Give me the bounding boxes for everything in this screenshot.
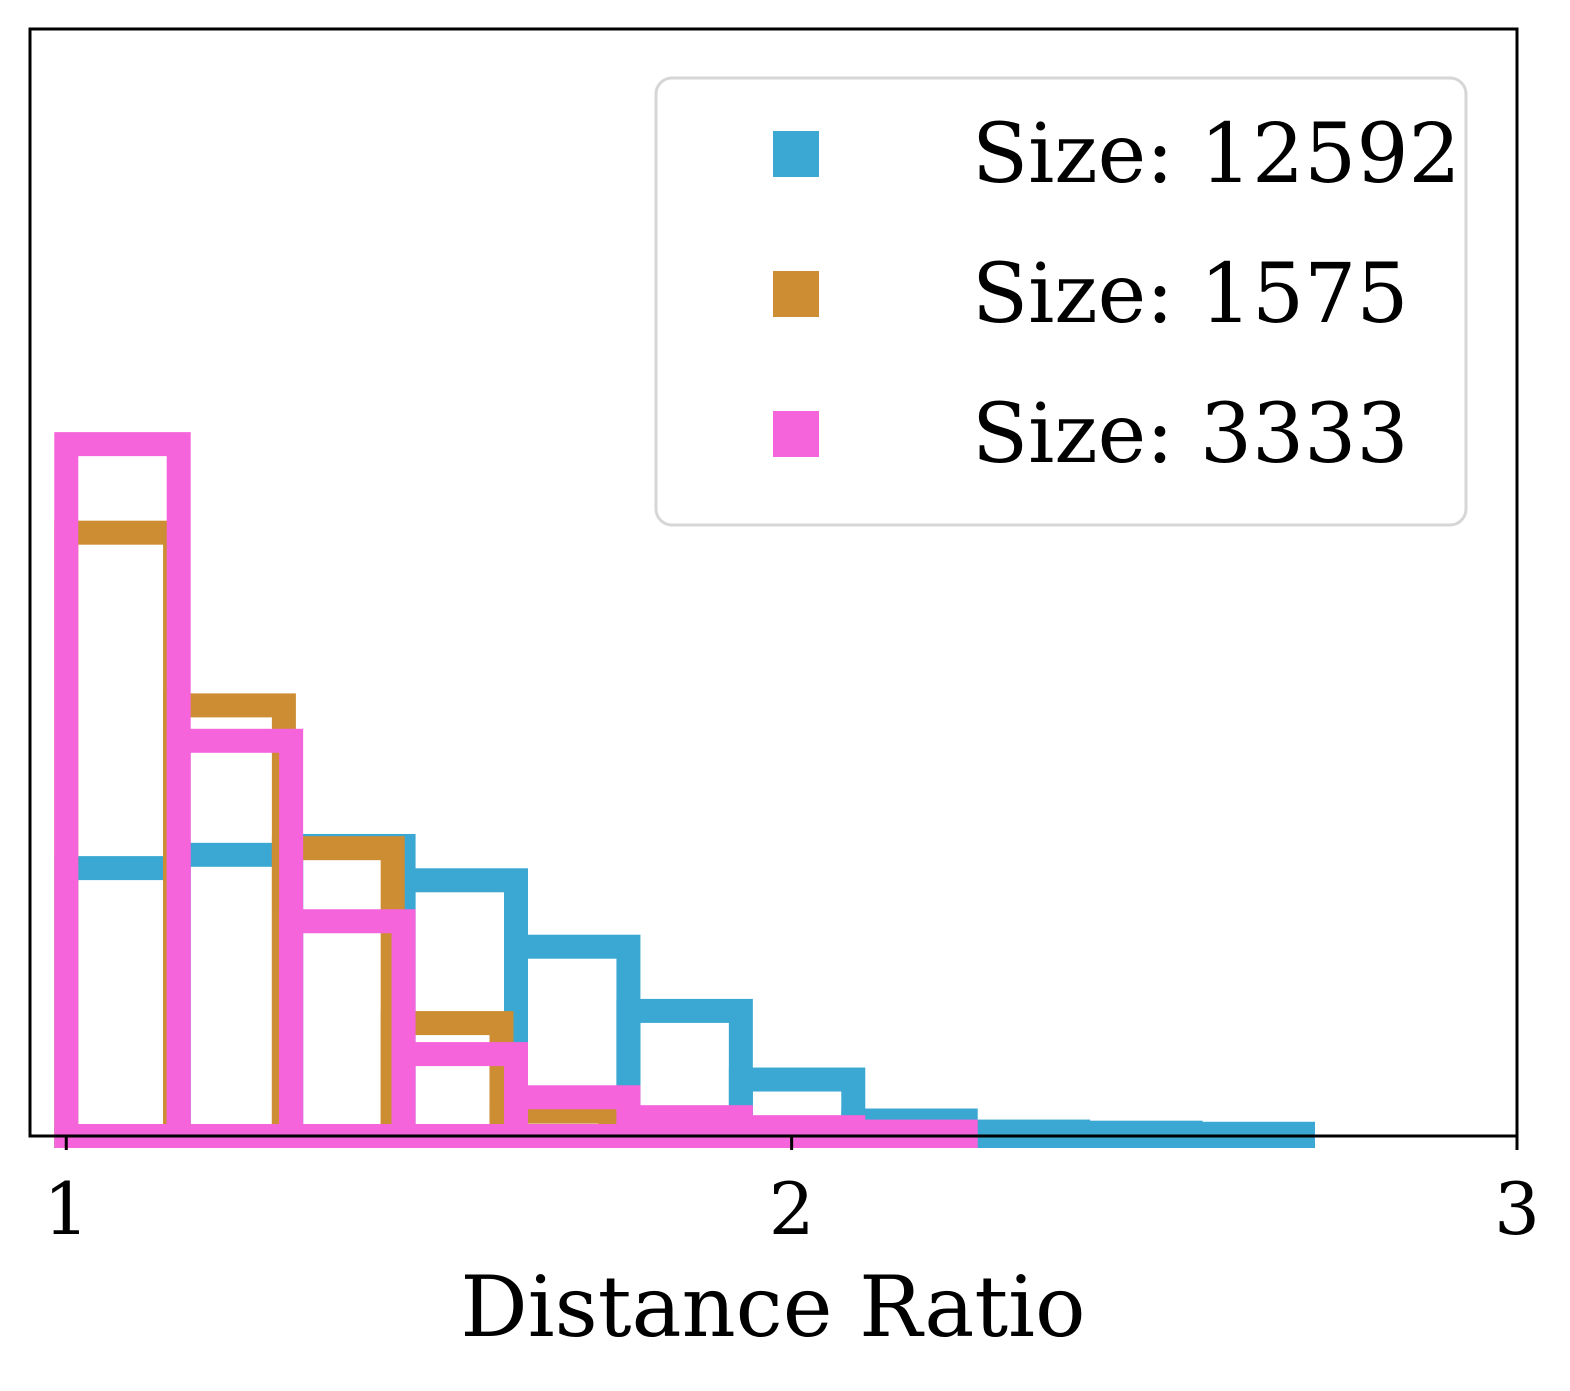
bar <box>616 1105 753 1149</box>
legend-swatch <box>773 271 819 317</box>
legend-label: Size: 1575 <box>972 247 1409 342</box>
x-tick-label: 1 <box>43 1167 89 1251</box>
legend-swatch <box>773 131 819 177</box>
x-tick-label: 3 <box>1494 1167 1540 1251</box>
legend: Size: 12592 Size: 1575 Size: 3333 <box>654 76 1468 527</box>
legend-box <box>654 76 1468 527</box>
legend-label: Size: 3333 <box>972 387 1409 482</box>
x-axis-ticks: 1 2 3 <box>43 1136 1540 1251</box>
x-tick-label: 2 <box>769 1167 815 1251</box>
legend-items: Size: 12592 Size: 1575 Size: 3333 <box>773 107 1461 482</box>
plot-frame <box>28 27 1519 1138</box>
legend-label: Size: 12592 <box>972 107 1461 202</box>
x-axis-label: Distance Ratio <box>460 1258 1085 1356</box>
legend-swatch <box>773 411 819 457</box>
